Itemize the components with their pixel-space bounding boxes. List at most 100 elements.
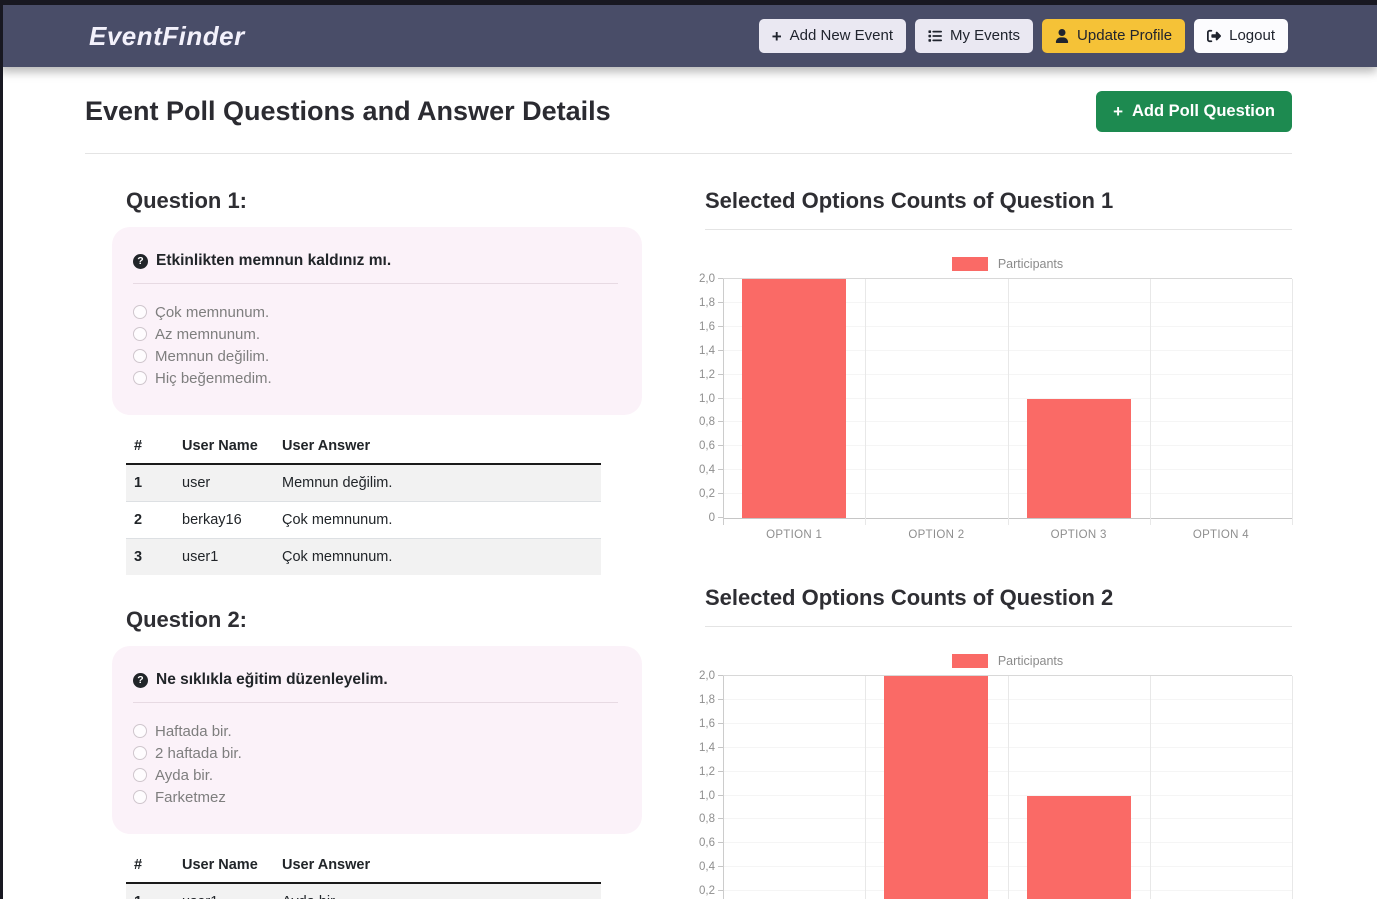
x-gridline	[1007, 279, 1009, 525]
add-new-event-button[interactable]: + Add New Event	[758, 19, 907, 53]
radio-icon[interactable]	[133, 327, 147, 341]
charts-column: Selected Options Counts of Question 1 Pa…	[699, 188, 1293, 899]
poll-option-label: 2 haftada bir.	[155, 744, 242, 762]
y-axis-tick	[718, 325, 723, 327]
poll-option: Ayda bir.	[133, 764, 618, 786]
radio-icon[interactable]	[133, 724, 147, 738]
answers-table-body: 1user1Ayda bir.2user2 haftada bir.	[126, 883, 601, 899]
add-new-event-label: Add New Event	[789, 27, 894, 44]
poll-option: Hiç beğenmedim.	[133, 367, 618, 389]
my-events-button[interactable]: My Events	[915, 19, 1034, 53]
radio-icon[interactable]	[133, 768, 147, 782]
chart-title: Selected Options Counts of Question 1	[705, 188, 1114, 213]
poll-option-label: Az memnunum.	[155, 325, 261, 343]
question-1-block: Question 1: ? Etkinlikten memnun kaldını…	[112, 188, 642, 575]
bar[interactable]	[1026, 795, 1131, 899]
radio-icon[interactable]	[133, 305, 147, 319]
y-axis-tick	[718, 842, 723, 844]
radio-icon[interactable]	[133, 349, 147, 363]
header-divider	[85, 153, 1292, 154]
y-axis-tick-label: 0,2	[699, 488, 715, 501]
y-axis-tick-label: 0,8	[699, 416, 715, 429]
y-axis-tick-label: 0,4	[699, 861, 715, 874]
answers-table: # User Name User Answer 1 user Memnun değili…	[126, 429, 601, 575]
y-axis-tick-label: 1,4	[699, 344, 715, 357]
y-axis-tick	[718, 493, 723, 495]
poll-option-label: Hiç beğenmedim.	[155, 369, 272, 387]
table-header-row: # User Name User Answer	[126, 848, 601, 884]
radio-icon[interactable]	[133, 746, 147, 760]
add-poll-question-button[interactable]: + Add Poll Question	[1096, 91, 1292, 132]
user-answer-cell: Çok memnunum.	[282, 549, 393, 565]
bar[interactable]	[884, 676, 989, 899]
question-divider	[133, 283, 618, 284]
x-axis-tick-label: OPTION 4	[1192, 529, 1249, 541]
poll-option: Haftada bir.	[133, 720, 618, 742]
update-profile-button[interactable]: Update Profile	[1042, 19, 1186, 53]
y-axis-tick	[718, 698, 723, 700]
question-card: ? Etkinlikten memnun kaldınız mı. Çok me…	[112, 227, 642, 415]
legend-swatch	[951, 257, 988, 271]
chart-title: Selected Options Counts of Question 2	[705, 585, 1114, 610]
poll-option: 2 haftada bir.	[133, 742, 618, 764]
question-heading: Question 1:	[126, 188, 248, 213]
column-header: User Name	[174, 848, 274, 884]
options-list: Çok memnunum. Az memnunum. Memnun değilim.…	[133, 301, 618, 389]
y-axis-tick-label: 0	[708, 512, 715, 524]
plus-icon: +	[1113, 102, 1123, 121]
poll-option-label: Ayda bir.	[155, 766, 214, 784]
y-axis-tick-label: 1,6	[699, 717, 715, 730]
chart-legend[interactable]: Participants	[723, 257, 1292, 271]
y-axis-tick	[718, 349, 723, 351]
y-axis-tick-label: 0,4	[699, 464, 715, 477]
logout-icon	[1207, 29, 1222, 43]
x-axis-tick-label: OPTION 2	[908, 529, 965, 541]
question-circle-icon: ?	[133, 253, 148, 269]
y-axis-tick	[718, 722, 723, 724]
y-axis-tick-label: 1,0	[699, 789, 715, 802]
radio-icon[interactable]	[133, 790, 147, 804]
questions-column: Question 1: ? Etkinlikten memnun kaldını…	[85, 188, 643, 899]
user-answer-cell: Memnun değilim.	[282, 475, 393, 491]
y-axis-tick	[718, 770, 723, 772]
logout-button[interactable]: Logout	[1194, 19, 1288, 53]
brand-logo[interactable]: EventFinder	[89, 20, 245, 51]
add-poll-question-label: Add Poll Question	[1132, 102, 1275, 120]
poll-option-label: Memnun değilim.	[155, 347, 270, 365]
y-axis-tick	[718, 866, 723, 868]
y-axis-tick	[718, 890, 723, 892]
radio-icon[interactable]	[133, 371, 147, 385]
y-axis-tick	[718, 397, 723, 399]
window-edge-top	[0, 0, 1377, 5]
row-number: 2	[134, 512, 143, 528]
user-name-cell: user1	[182, 549, 219, 565]
user-answer-cell: Ayda bir.	[274, 883, 601, 899]
y-axis-tick	[718, 421, 723, 423]
y-axis-tick-label: 1,0	[699, 392, 715, 405]
y-axis-tick	[718, 373, 723, 375]
y-axis-tick	[718, 746, 723, 748]
y-axis-tick	[718, 675, 723, 676]
answers-table-body: 1 user Memnun değilim. 2 berkay16 Çok memnunu…	[126, 464, 601, 575]
bar[interactable]	[1026, 398, 1131, 518]
row-number: 3	[134, 549, 143, 565]
poll-option: Memnun değilim.	[133, 345, 618, 367]
user-name-cell: user1	[174, 883, 274, 899]
legend-label: Participants	[997, 654, 1064, 668]
window-edge-left	[0, 0, 3, 899]
x-axis-tick-label: OPTION 3	[1050, 529, 1107, 541]
update-profile-label: Update Profile	[1077, 27, 1173, 44]
row-number: 1	[126, 883, 174, 899]
chart-legend[interactable]: Participants	[723, 654, 1292, 668]
table-row: 2 berkay16 Çok memnunum.	[126, 501, 601, 539]
bar[interactable]	[742, 279, 847, 518]
table-header-row: # User Name User Answer	[126, 429, 601, 465]
y-axis-tick-label: 0,2	[699, 885, 715, 898]
y-axis-tick-label: 0,8	[699, 813, 715, 826]
column-header: #	[126, 848, 174, 884]
y-axis-tick	[718, 301, 723, 303]
my-events-label: My Events	[950, 27, 1021, 44]
table-row: 1 user Memnun değilim.	[126, 464, 601, 502]
y-axis-tick-label: 0,6	[699, 440, 715, 453]
x-gridline	[1149, 676, 1151, 899]
